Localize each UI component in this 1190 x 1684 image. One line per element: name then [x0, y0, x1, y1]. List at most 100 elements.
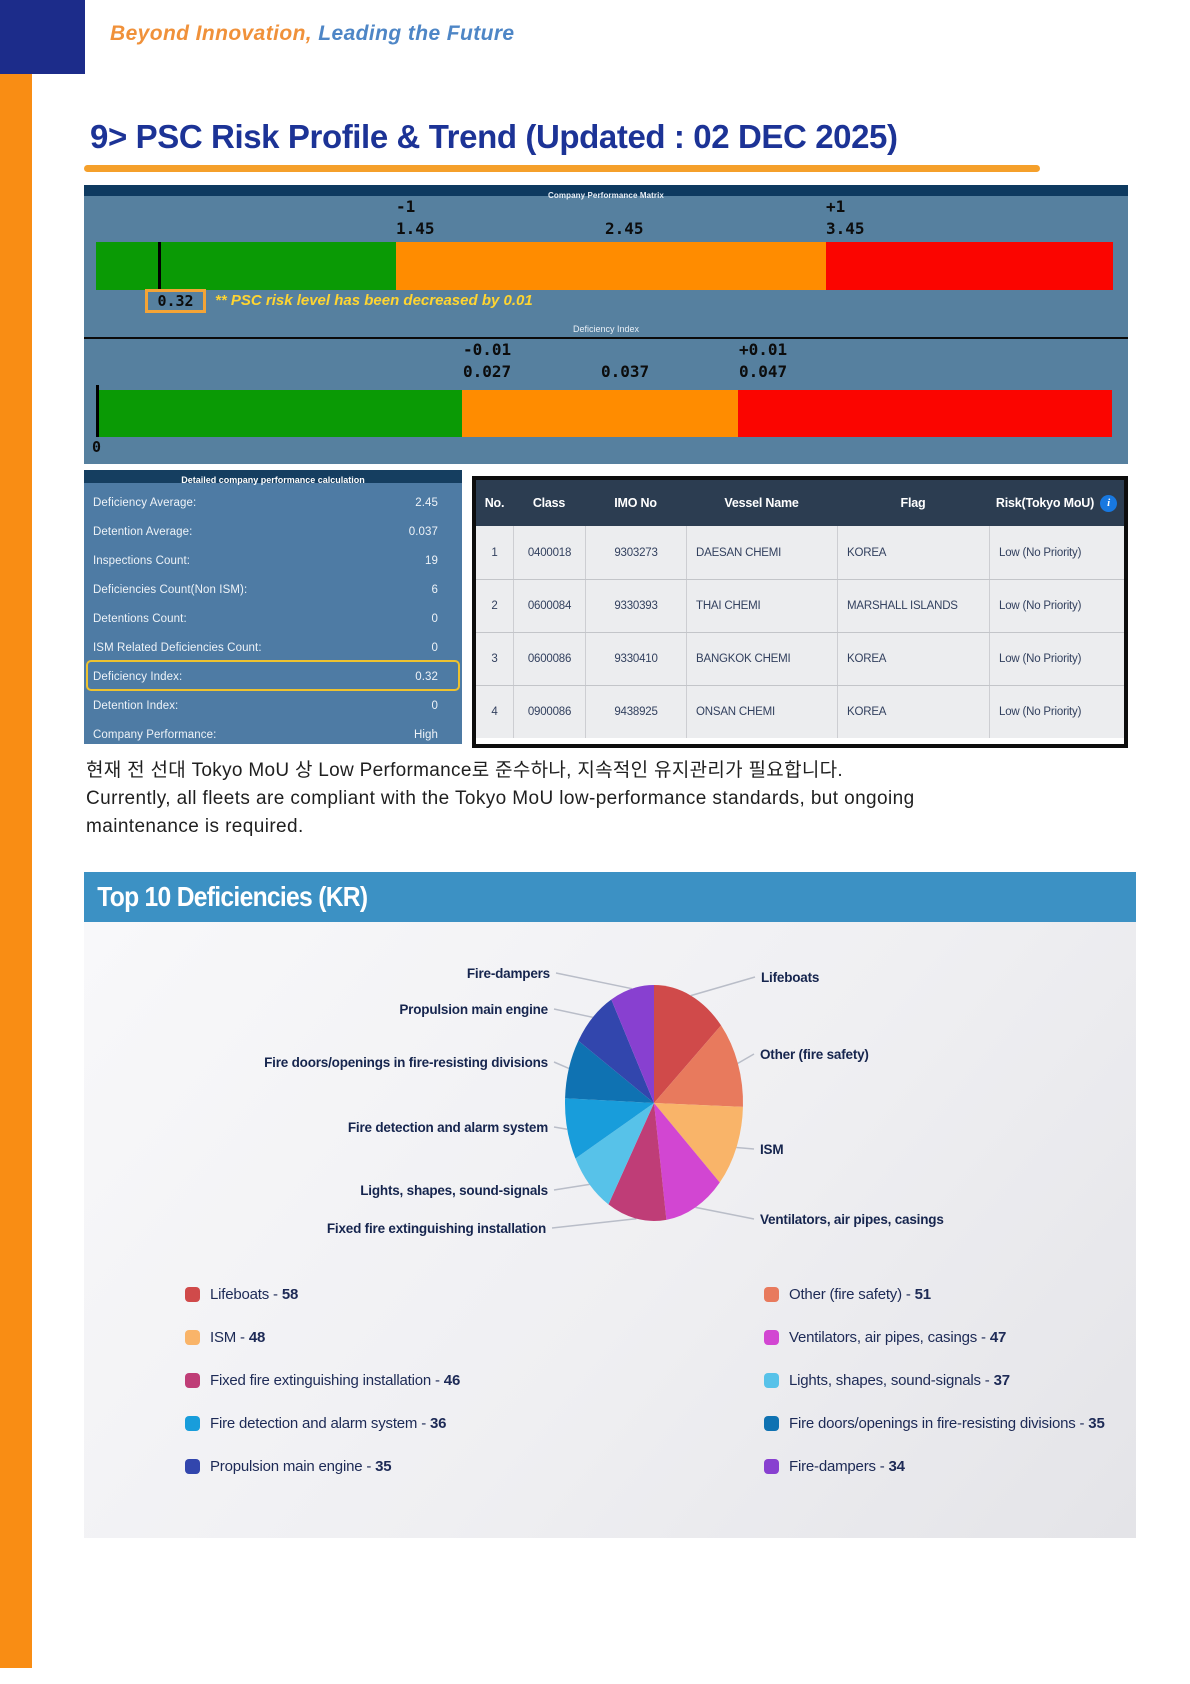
calc-row-0: Deficiency Average: 2.45	[84, 488, 462, 517]
legend-chip-8	[185, 1459, 200, 1474]
top10-deficiencies-section: Top 10 Deficiencies (KR) Lifeboats Other …	[84, 872, 1136, 1538]
pie-label-2: ISM	[760, 1142, 783, 1157]
vessel-row-0: 1 0400018 9303273 DAESAN CHEMI KOREA Low (No …	[476, 526, 1124, 579]
pie-leader-line-4	[551, 1217, 637, 1229]
legend-label-3: Ventilators, air pipes, casings - 47	[789, 1328, 1007, 1346]
gauge1-red-segment	[826, 242, 1113, 290]
gauge2-marker-value: 0	[92, 438, 102, 456]
pie-label-4: Fixed fire extinguishing installation	[327, 1221, 546, 1236]
top10-title: Top 10 Deficiencies (KR)	[97, 881, 368, 912]
vessel-col-header-5: Risk(Tokyo MoU) i	[989, 480, 1124, 526]
calc-row-7: Detention Index: 0	[84, 691, 462, 720]
pie-label-6: Fire detection and alarm system	[348, 1120, 548, 1135]
legend-item-0: Lifeboats - 58	[185, 1286, 298, 1303]
gauge2-green-segment	[96, 390, 462, 437]
legend-label-4: Fixed fire extinguishing installation - …	[210, 1372, 461, 1389]
calc-row-value: 0	[431, 612, 438, 625]
gauge1-green-segment	[96, 242, 396, 290]
company-performance-matrix-chart: Company Performance Matrix -1 1.45 2.45 …	[84, 185, 1128, 464]
calc-row-value: 0	[431, 699, 438, 712]
pie-leader-line-3	[695, 1206, 755, 1220]
pie-leader-line-9	[555, 972, 633, 990]
calc-row-value: 6	[431, 583, 438, 596]
pie-label-5: Lights, shapes, sound-signals	[360, 1183, 548, 1198]
calc-panel-body: Deficiency Average: 2.45 Detention Average…	[84, 483, 462, 744]
pie-label-9: Fire-dampers	[467, 966, 550, 981]
calc-row-2: Inspections Count: 19	[84, 546, 462, 575]
gauge1-plus-label: +1	[826, 197, 846, 216]
legend-label-9: Fire-dampers - 34	[789, 1458, 905, 1475]
left-orange-stripe	[0, 74, 32, 1668]
calc-row-value: 0.037	[408, 525, 438, 538]
gauge2-minus-label: -0.01	[463, 340, 512, 359]
calc-row-5: ISM Related Deficiencies Count: 0	[84, 633, 462, 662]
vessel-row-2: 3 0600086 9330410 BANGKOK CHEMI KOREA Low (No…	[476, 632, 1124, 685]
pie-slice-0	[654, 985, 722, 1103]
calc-panel-title: Detailed company performance calculation	[181, 475, 365, 485]
deficiency-index-score-box: 0.32	[145, 289, 206, 313]
vessel-cell: KOREA	[837, 526, 989, 579]
calc-row-label: Detentions Count:	[93, 612, 187, 625]
legend-item-8: Propulsion main engine - 35	[185, 1458, 392, 1475]
vessel-cell: Low (No Priority)	[989, 526, 1124, 579]
vessel-row-3: 4 0900086 9438925 ONSAN CHEMI KOREA Low (No P…	[476, 685, 1124, 738]
chart-title: Company Performance Matrix	[548, 191, 664, 200]
gauge2-low-label: 0.027	[463, 362, 512, 381]
top10-chart-area: Lifeboats Other (fire safety) ISM Ventilato…	[84, 922, 1136, 1538]
pie-label-3: Ventilators, air pipes, casings	[760, 1212, 944, 1227]
pie-label-0: Lifeboats	[761, 970, 819, 985]
gauge1-low-label: 1.45	[396, 219, 435, 238]
gauge2-high-label: 0.047	[739, 362, 788, 381]
vessel-col-header-0: No.	[484, 496, 505, 510]
page-title: 9> PSC Risk Profile & Trend (Updated : 0…	[90, 118, 898, 155]
vessel-cell: 2	[491, 600, 498, 612]
vessel-cell: KOREA	[837, 633, 989, 685]
vessel-cell: DAESAN CHEMI	[686, 526, 837, 579]
legend-chip-7	[764, 1415, 779, 1431]
calc-row-3: Deficiencies Count(Non ISM): 6	[84, 575, 462, 604]
gauge2-red-segment	[738, 390, 1112, 437]
detention-average-gauge	[96, 390, 1112, 437]
legend-label-6: Fire detection and alarm system - 36	[210, 1414, 447, 1432]
legend-item-7: Fire doors/openings in fire-resisting di…	[764, 1415, 1105, 1432]
legend-item-2: ISM - 48	[185, 1329, 265, 1346]
legend-chip-1	[764, 1286, 779, 1302]
calc-row-value: 2.45	[415, 496, 438, 509]
pie-slice-1	[654, 1025, 743, 1107]
chart-separator-line	[84, 337, 1128, 339]
pie-leader-line-7	[553, 1061, 570, 1070]
legend-chip-0	[185, 1286, 200, 1302]
legend-item-3: Ventilators, air pipes, casings - 47	[764, 1329, 1006, 1346]
legend-chip-4	[185, 1373, 200, 1388]
legend-item-4: Fixed fire extinguishing installation - …	[185, 1372, 460, 1389]
calc-row-4: Detentions Count: 0	[84, 604, 462, 633]
vessel-col-header-3: Vessel Name	[724, 496, 799, 510]
calc-row-label: ISM Related Deficiencies Count:	[93, 641, 262, 654]
vessel-cell: ONSAN CHEMI	[686, 686, 837, 738]
vessel-row-1: 2 0600084 9330393 THAI CHEMI MARSHALL ISLAND…	[476, 579, 1124, 632]
calc-row-label: Deficiencies Count(Non ISM):	[93, 583, 248, 596]
deficiency-average-gauge	[96, 242, 1113, 290]
vessel-cell: 9438925	[585, 686, 686, 738]
legend-chip-3	[764, 1329, 779, 1345]
pie-leader-line-2	[736, 1146, 755, 1150]
gauge2-mid-label: 0.037	[601, 362, 650, 381]
legend-chip-6	[185, 1415, 200, 1431]
legend-chip-2	[185, 1329, 200, 1345]
summary-paragraph: 현재 전 선대 Tokyo MoU 상 Low Performance로 준수하…	[86, 756, 986, 841]
calc-row-label: Detention Index:	[93, 699, 179, 712]
calc-row-label: Inspections Count:	[93, 554, 191, 567]
risk-info-icon[interactable]: i	[1100, 494, 1118, 512]
chart-title-bar: Company Performance Matrix	[84, 185, 1128, 200]
vessel-cell: Low (No Priority)	[989, 633, 1124, 685]
pie-label-1: Other (fire safety)	[760, 1047, 869, 1062]
legend-label-0: Lifeboats - 58	[210, 1285, 299, 1303]
title-underline	[84, 165, 1040, 172]
summary-korean: 현재 전 선대 Tokyo MoU 상 Low Performance로 준수하…	[86, 760, 843, 781]
pie-leader-line-1	[737, 1053, 755, 1065]
calc-row-8: Company Performance: High	[84, 720, 462, 749]
vessel-col-header-1: Class	[532, 496, 566, 510]
gauge1-minus-label: -1	[396, 197, 416, 216]
tagline-orange-part: Beyond Innovation,	[110, 22, 313, 45]
